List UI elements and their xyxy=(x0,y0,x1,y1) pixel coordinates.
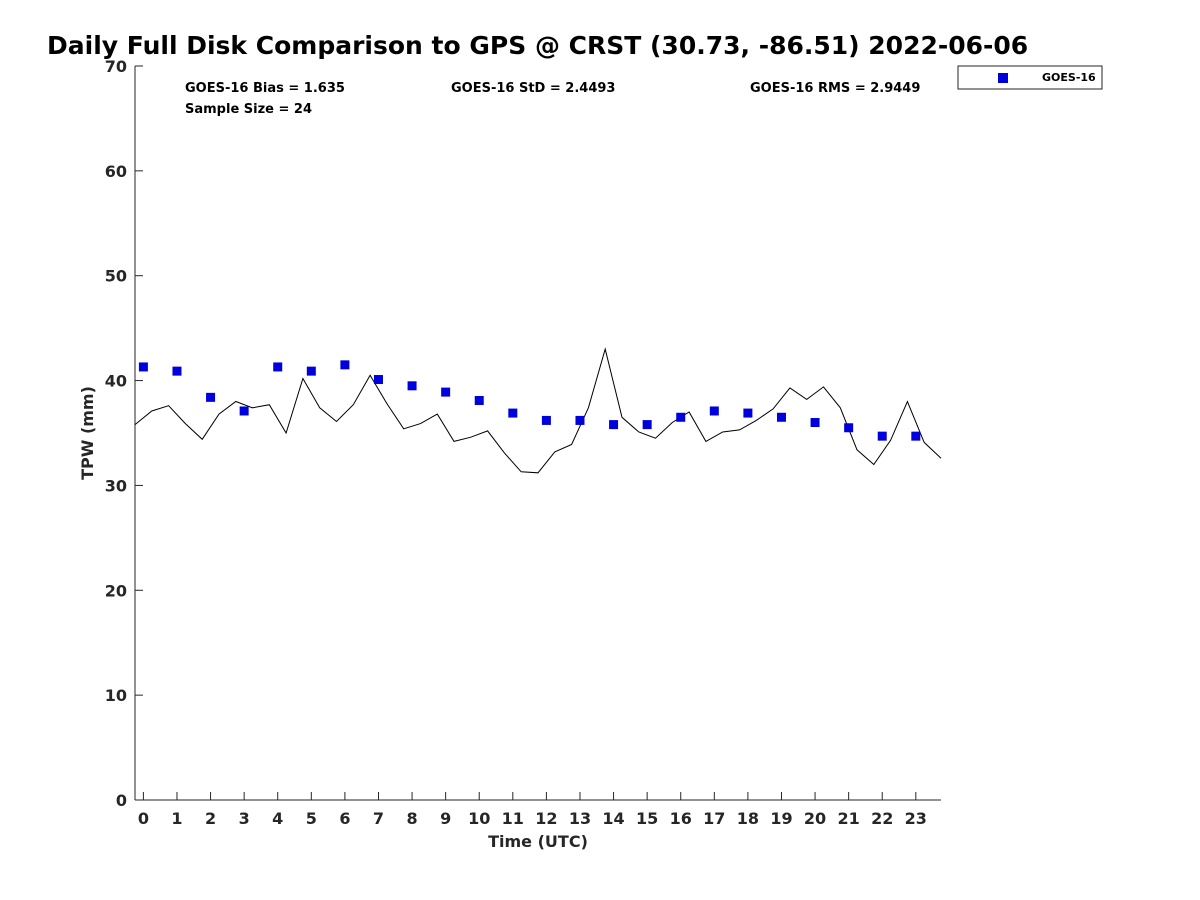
rms-stat: GOES-16 RMS = 2.9449 xyxy=(750,81,920,96)
goes16-point xyxy=(206,392,216,402)
goes16-point xyxy=(172,366,182,376)
goes16-point xyxy=(373,375,383,385)
goes16-point xyxy=(441,387,451,397)
y-tick-label: 10 xyxy=(105,686,127,705)
x-tick-label: 1 xyxy=(171,809,182,828)
goes16-point xyxy=(810,418,820,428)
x-tick-label: 0 xyxy=(138,809,149,828)
gps-series xyxy=(134,347,942,474)
goes16-point xyxy=(911,431,921,441)
goes16-point xyxy=(340,360,350,370)
goes16-point xyxy=(642,420,652,430)
y-tick-label: 0 xyxy=(116,791,127,810)
x-tick-label: 3 xyxy=(239,809,250,828)
goes16-point xyxy=(508,408,518,418)
x-tick-label: 7 xyxy=(373,809,384,828)
y-ticks: 0 10 20 30 40 50 60 70 xyxy=(105,57,143,810)
goes16-point xyxy=(541,415,551,425)
x-tick-label: 20 xyxy=(804,809,826,828)
goes16-point xyxy=(844,423,854,433)
x-tick-label: 5 xyxy=(306,809,317,828)
goes16-point xyxy=(676,412,686,422)
x-tick-label: 2 xyxy=(205,809,216,828)
goes16-point xyxy=(709,406,719,416)
sample-size-stat: Sample Size = 24 xyxy=(185,102,312,117)
x-tick-label: 15 xyxy=(636,809,658,828)
x-tick-label: 21 xyxy=(838,809,860,828)
x-tick-label: 13 xyxy=(569,809,591,828)
goes16-point xyxy=(306,366,316,376)
x-tick-label: 16 xyxy=(670,809,692,828)
goes16-point xyxy=(407,381,417,391)
x-tick-label: 18 xyxy=(737,809,759,828)
goes16-point xyxy=(609,420,619,430)
goes16-point xyxy=(877,431,887,441)
gps-line xyxy=(134,347,942,474)
x-tick-label: 10 xyxy=(468,809,490,828)
x-tick-label: 6 xyxy=(339,809,350,828)
x-tick-label: 9 xyxy=(440,809,451,828)
legend-marker xyxy=(998,73,1008,83)
x-tick-label: 11 xyxy=(502,809,524,828)
goes16-point xyxy=(776,412,786,422)
chart-title: Daily Full Disk Comparison to GPS @ CRST… xyxy=(47,31,1028,60)
y-tick-label: 20 xyxy=(105,581,127,600)
y-tick-label: 70 xyxy=(105,57,127,76)
y-tick-label: 40 xyxy=(105,372,127,391)
goes16-point xyxy=(575,415,585,425)
y-axis-label: TPW (mm) xyxy=(78,386,97,480)
y-tick-label: 60 xyxy=(105,162,127,181)
goes16-point xyxy=(743,408,753,418)
goes16-series xyxy=(138,360,921,441)
y-tick-label: 30 xyxy=(105,476,127,495)
x-ticks: 0 1 2 3 4 5 6 7 8 9 10 11 12 13 14 15 16 17 18 19 20 21 22 23 xyxy=(138,792,927,828)
x-tick-label: 22 xyxy=(871,809,893,828)
x-tick-label: 19 xyxy=(770,809,792,828)
x-axis-label: Time (UTC) xyxy=(488,832,588,851)
legend-label: GOES-16 xyxy=(1042,71,1096,84)
goes16-point xyxy=(138,362,148,372)
goes16-point xyxy=(273,362,283,372)
y-tick-label: 50 xyxy=(105,267,127,286)
x-tick-label: 4 xyxy=(272,809,283,828)
goes16-point xyxy=(239,406,249,416)
bias-stat: GOES-16 Bias = 1.635 xyxy=(185,81,345,96)
x-tick-label: 14 xyxy=(602,809,624,828)
std-stat: GOES-16 StD = 2.4493 xyxy=(451,81,615,96)
x-tick-label: 8 xyxy=(406,809,417,828)
x-tick-label: 23 xyxy=(905,809,927,828)
goes16-point xyxy=(474,395,484,405)
legend-box xyxy=(957,65,1103,90)
x-tick-label: 12 xyxy=(535,809,557,828)
x-tick-label: 17 xyxy=(703,809,725,828)
legend: GOES-16 xyxy=(957,65,1103,90)
